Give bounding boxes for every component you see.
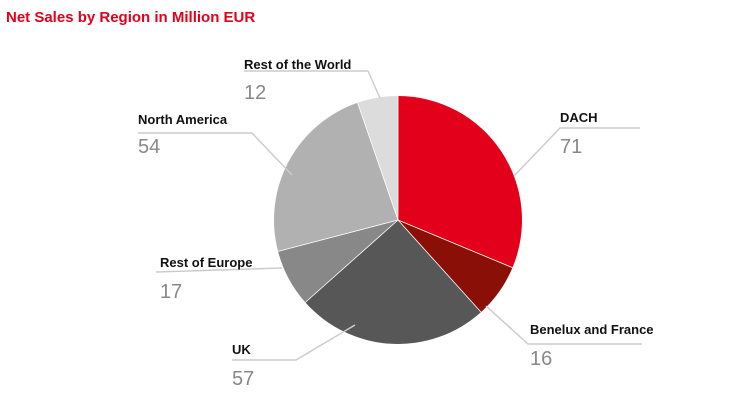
slice-label-benelux-and-france: Benelux and France <box>530 322 654 337</box>
slice-value-uk: 57 <box>232 368 254 390</box>
leader-line-rest-of-europe <box>155 267 283 273</box>
slice-value-rest-of-europe: 17 <box>160 281 182 303</box>
slice-separator <box>397 219 513 269</box>
leader-line-north-america <box>138 132 293 176</box>
slice-value-rest-of-the-world: 12 <box>244 82 266 104</box>
slice-label-north-america: North America <box>138 112 228 127</box>
leader-line-dach <box>513 127 640 177</box>
chart-title: Net Sales by Region in Million EUR <box>6 9 256 26</box>
pie-slices <box>273 96 523 344</box>
leader-line-benelux-and-france <box>485 305 642 345</box>
slice-value-dach: 71 <box>560 136 582 158</box>
slice-separator <box>397 219 482 313</box>
pie-slice-dach <box>398 96 523 268</box>
slice-label-rest-of-the-world: Rest of the World <box>244 57 351 72</box>
leader-line-uk <box>232 324 356 361</box>
slice-label-dach: DACH <box>560 110 598 125</box>
slice-value-north-america: 54 <box>138 136 160 158</box>
slice-separator <box>277 219 399 252</box>
slice-separator <box>357 102 399 221</box>
slice-label-uk: UK <box>232 342 251 357</box>
pie-slice-benelux-and-france <box>398 220 513 313</box>
leader-line-rest-of-the-world <box>244 70 381 99</box>
slice-label-rest-of-europe: Rest of Europe <box>160 255 252 270</box>
pie-slice-rest-of-europe <box>278 220 398 303</box>
slice-labels: DACH 71 Benelux and France 16 UK 57 Rest of Eu… <box>138 57 654 390</box>
pie-slice-uk <box>305 220 482 344</box>
leader-lines <box>138 70 642 361</box>
pie-slice-rest-of-the-world <box>357 96 398 220</box>
slice-separator <box>305 219 399 303</box>
slice-value-benelux-and-france: 16 <box>530 348 552 370</box>
pie-slice-north-america <box>273 102 398 252</box>
